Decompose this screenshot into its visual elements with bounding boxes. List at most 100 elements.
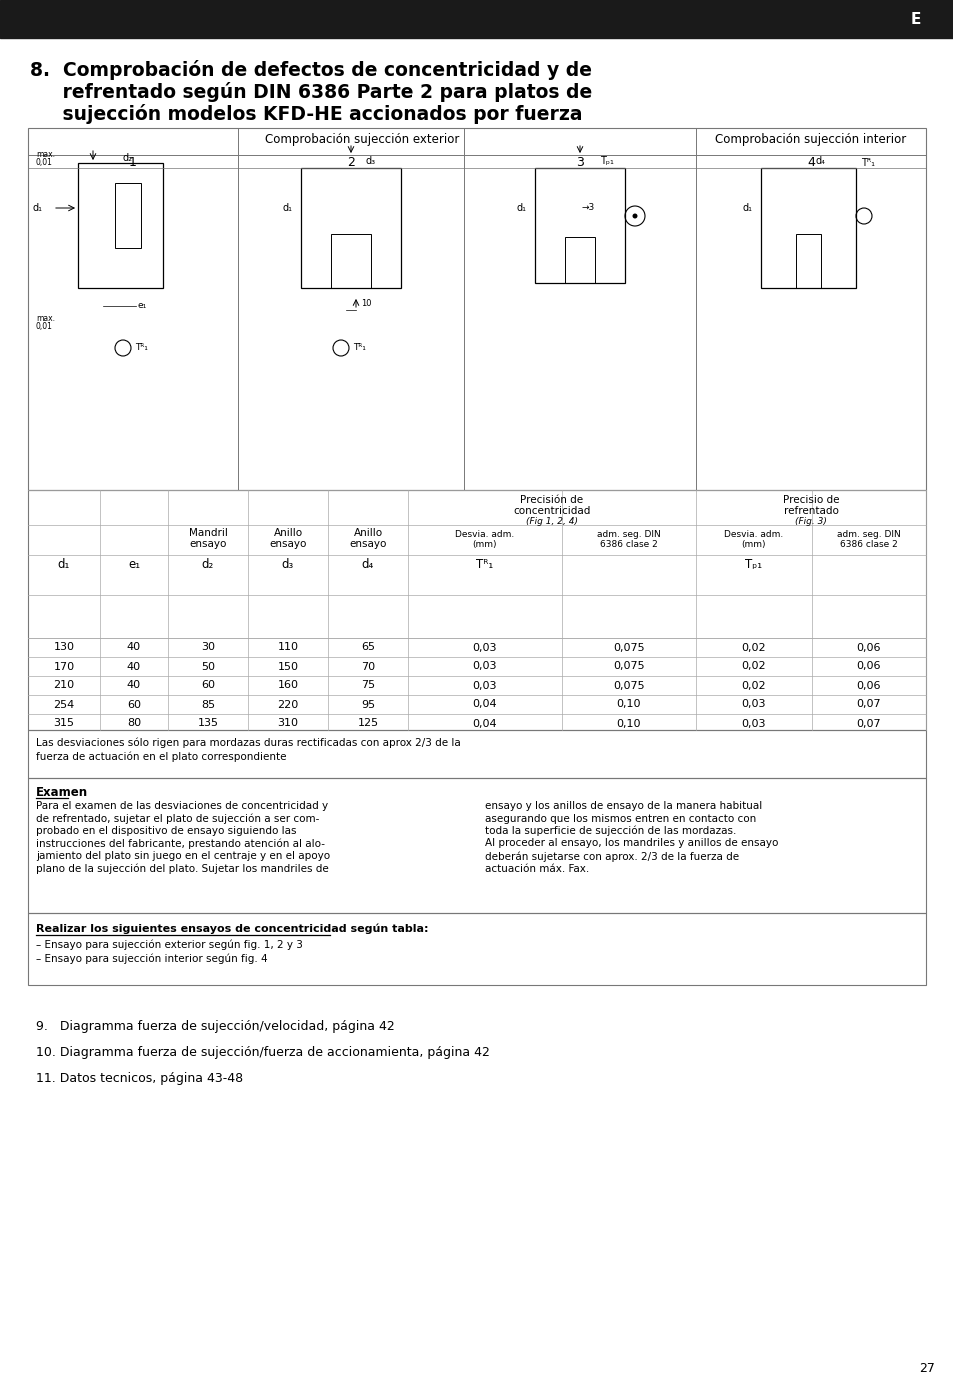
Text: Tᴿ₁: Tᴿ₁ (135, 343, 148, 353)
Text: ensayo: ensayo (189, 539, 227, 548)
Text: Precisio de: Precisio de (781, 495, 839, 504)
Text: Tₚ₁: Tₚ₁ (599, 156, 613, 165)
Text: 2: 2 (347, 156, 355, 168)
Text: 0,10: 0,10 (616, 718, 640, 729)
Text: 0,075: 0,075 (613, 661, 644, 671)
Text: 70: 70 (360, 661, 375, 671)
Text: ensayo y los anillos de ensayo de la manera habitual: ensayo y los anillos de ensayo de la man… (484, 801, 761, 812)
Text: 40: 40 (127, 642, 141, 653)
Text: adm. seg. DIN: adm. seg. DIN (836, 531, 900, 539)
Text: 85: 85 (201, 700, 214, 710)
Text: (mm): (mm) (741, 540, 765, 548)
Text: – Ensayo para sujección exterior según fig. 1, 2 y 3: – Ensayo para sujección exterior según f… (36, 938, 302, 949)
Text: (Fig 1, 2, 4): (Fig 1, 2, 4) (525, 517, 578, 526)
Text: deberán sujetarse con aprox. 2/3 de la fuerza de: deberán sujetarse con aprox. 2/3 de la f… (484, 852, 739, 861)
Text: d₃: d₃ (281, 558, 294, 570)
Text: adm. seg. DIN: adm. seg. DIN (597, 531, 660, 539)
Text: 310: 310 (277, 718, 298, 729)
Text: de refrentado, sujetar el plato de sujección a ser com-: de refrentado, sujetar el plato de sujec… (36, 813, 319, 824)
Text: probado en el dispositivo de ensayo siguiendo las: probado en el dispositivo de ensayo sigu… (36, 825, 296, 836)
Text: 4: 4 (806, 156, 814, 168)
Bar (0, 0, 953, 39)
Text: 125: 125 (357, 718, 378, 729)
Text: Mandril: Mandril (189, 528, 227, 537)
Text: →3: →3 (581, 204, 595, 212)
Text: d₁: d₁ (33, 203, 43, 214)
Bar (115, 183, 141, 248)
Bar (28, 730, 925, 779)
Text: 110: 110 (277, 642, 298, 653)
Text: d₂: d₂ (123, 153, 132, 163)
Text: Precisión de: Precisión de (520, 495, 583, 504)
Text: 50: 50 (201, 661, 214, 671)
Text: d₃: d₃ (366, 156, 375, 165)
Text: Tᴿ₁: Tᴿ₁ (476, 558, 493, 570)
Text: toda la superficie de sujección de las mordazas.: toda la superficie de sujección de las m… (484, 825, 736, 836)
Text: 40: 40 (127, 681, 141, 690)
Text: 0,06: 0,06 (856, 661, 881, 671)
Text: d₁: d₁ (517, 203, 526, 214)
Text: 6386 clase 2: 6386 clase 2 (599, 540, 658, 548)
Text: Comprobación sujección interior: Comprobación sujección interior (715, 134, 905, 146)
Text: sujección modelos KFD-HE accionados por fuerza: sujección modelos KFD-HE accionados por … (30, 103, 582, 124)
Text: fuerza de actuación en el plato correspondiente: fuerza de actuación en el plato correspo… (36, 752, 286, 762)
Text: 27: 27 (918, 1361, 934, 1374)
Text: 75: 75 (360, 681, 375, 690)
Text: 220: 220 (277, 700, 298, 710)
Bar (760, 168, 855, 288)
Text: Realizar los siguientes ensayos de concentricidad según tabla:: Realizar los siguientes ensayos de conce… (36, 923, 428, 933)
Text: 0,04: 0,04 (472, 718, 497, 729)
Text: 1: 1 (129, 156, 137, 168)
Text: jamiento del plato sin juego en el centraje y en el apoyo: jamiento del plato sin juego en el centr… (36, 852, 330, 861)
Text: Tᴿ₁: Tᴿ₁ (353, 343, 366, 353)
Text: 160: 160 (277, 681, 298, 690)
Text: 210: 210 (53, 681, 74, 690)
Text: Para el examen de las desviaciones de concentricidad y: Para el examen de las desviaciones de co… (36, 801, 328, 812)
Text: 0,075: 0,075 (613, 681, 644, 690)
Text: Al proceder al ensayo, los mandriles y anillos de ensayo: Al proceder al ensayo, los mandriles y a… (484, 838, 778, 849)
Text: ensayo: ensayo (349, 539, 386, 548)
Text: e₁: e₁ (128, 558, 140, 570)
Text: ensayo: ensayo (269, 539, 306, 548)
Text: 65: 65 (360, 642, 375, 653)
Text: refrentado según DIN 6386 Parte 2 para platos de: refrentado según DIN 6386 Parte 2 para p… (30, 83, 592, 102)
Text: 170: 170 (53, 661, 74, 671)
Text: Tᴿ₁: Tᴿ₁ (861, 158, 874, 168)
Text: 10. Diagramma fuerza de sujección/fuerza de accionamienta, página 42: 10. Diagramma fuerza de sujección/fuerza… (36, 1046, 489, 1060)
Text: Las desviaciones sólo rigen para mordazas duras rectificadas con aprox 2/3 de la: Las desviaciones sólo rigen para mordaza… (36, 739, 460, 748)
Text: 0,03: 0,03 (473, 681, 497, 690)
Text: Anillo: Anillo (353, 528, 382, 537)
Text: refrentado: refrentado (782, 506, 838, 515)
Text: 0,075: 0,075 (613, 642, 644, 653)
Text: 9.   Diagramma fuerza de sujección/velocidad, página 42: 9. Diagramma fuerza de sujección/velocid… (36, 1020, 395, 1034)
Text: plano de la sujección del plato. Sujetar los mandriles de: plano de la sujección del plato. Sujetar… (36, 864, 329, 874)
Bar (795, 234, 821, 288)
Text: 0,10: 0,10 (616, 700, 640, 710)
Text: 0,07: 0,07 (856, 718, 881, 729)
Text: 0,01: 0,01 (36, 322, 52, 331)
Text: 0,03: 0,03 (473, 661, 497, 671)
Text: Tₚ₁: Tₚ₁ (744, 558, 761, 570)
Text: d₁: d₁ (58, 558, 71, 570)
Bar (301, 168, 400, 288)
Text: asegurando que los mismos entren en contacto con: asegurando que los mismos entren en cont… (484, 813, 756, 824)
Text: 0,06: 0,06 (856, 681, 881, 690)
Bar (331, 234, 371, 288)
Text: Desvia. adm.: Desvia. adm. (455, 531, 514, 539)
Text: 254: 254 (53, 700, 74, 710)
Text: 135: 135 (197, 718, 218, 729)
Text: Examen: Examen (36, 785, 88, 799)
Text: instrucciones del fabricante, prestando atención al alo-: instrucciones del fabricante, prestando … (36, 838, 325, 849)
Text: d₄: d₄ (361, 558, 374, 570)
Bar (28, 914, 925, 985)
Text: actuación máx. Fax.: actuación máx. Fax. (484, 864, 589, 874)
Text: 11. Datos tecnicos, página 43-48: 11. Datos tecnicos, página 43-48 (36, 1072, 243, 1084)
Text: d₁: d₁ (283, 203, 293, 214)
Text: d₁: d₁ (742, 203, 752, 214)
Text: 130: 130 (53, 642, 74, 653)
Text: (mm): (mm) (473, 540, 497, 548)
Text: 30: 30 (201, 642, 214, 653)
Text: 0,03: 0,03 (741, 700, 765, 710)
Text: e₁: e₁ (138, 302, 147, 310)
Text: 0,07: 0,07 (856, 700, 881, 710)
